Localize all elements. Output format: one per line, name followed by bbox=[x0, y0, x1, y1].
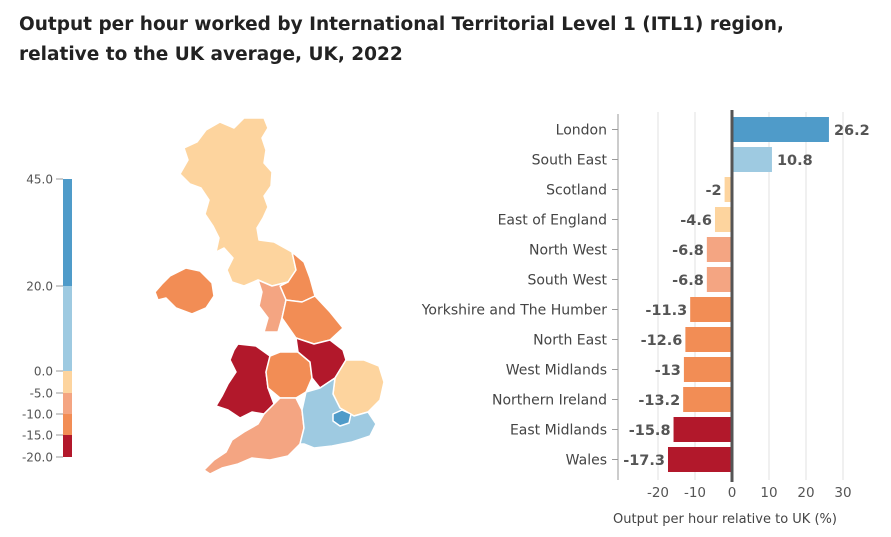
bar-east-midlands[interactable] bbox=[673, 417, 732, 442]
category-label-north-west: North West bbox=[529, 243, 608, 259]
category-label-south-west: South West bbox=[527, 273, 607, 289]
map-region-north-west[interactable] bbox=[257, 279, 289, 333]
x-tick-label: 20 bbox=[797, 485, 814, 501]
x-tick-label: 30 bbox=[834, 485, 851, 501]
value-label-east-of-england: -4.6 bbox=[680, 213, 712, 229]
bar-east-of-england[interactable] bbox=[714, 207, 732, 232]
value-label-east-midlands: -15.8 bbox=[629, 423, 671, 439]
bar-north-west[interactable] bbox=[706, 237, 732, 262]
map-region-west-midlands[interactable] bbox=[265, 351, 313, 399]
category-label-north-east: North East bbox=[533, 333, 607, 349]
map-region-london[interactable] bbox=[332, 409, 352, 427]
value-label-yorkshire-and-the-humber: -11.3 bbox=[645, 303, 687, 319]
map-region-northern-ireland[interactable] bbox=[154, 267, 215, 315]
legend-tick-label: -15.0 bbox=[22, 429, 53, 443]
bar-yorkshire-and-the-humber[interactable] bbox=[690, 297, 732, 322]
value-label-south-east: 10.8 bbox=[777, 153, 813, 169]
x-axis-title: Output per hour relative to UK (%) bbox=[613, 512, 837, 527]
category-label-south-east: South East bbox=[532, 153, 608, 169]
chart-title-line-2: relative to the UK average, UK, 2022 bbox=[19, 44, 403, 65]
bar-scotland[interactable] bbox=[724, 177, 732, 202]
map-region-yorkshire-and-the-humber[interactable] bbox=[281, 295, 344, 345]
bar-chart: London South East Scotland East of England N… bbox=[421, 110, 870, 527]
value-label-north-west: -6.8 bbox=[672, 243, 704, 259]
x-axis-ticks: -20 -10 0 10 20 30 bbox=[647, 485, 852, 501]
value-label-scotland: -2 bbox=[705, 183, 721, 199]
value-label-wales: -17.3 bbox=[623, 453, 665, 469]
map-region-wales[interactable] bbox=[215, 343, 275, 419]
map-region-scotland[interactable] bbox=[179, 117, 297, 287]
bar-london[interactable] bbox=[732, 117, 829, 142]
legend-band-2 bbox=[63, 286, 72, 371]
legend-tick-label: 20.0 bbox=[26, 280, 53, 294]
category-label-wales: Wales bbox=[566, 453, 607, 469]
legend-band-4 bbox=[63, 393, 72, 414]
legend-band-1 bbox=[63, 179, 72, 286]
legend-band-6 bbox=[63, 435, 72, 457]
value-labels: 26.2 10.8 -2 -4.6 -6.8 -6.8 -11.3 -12.6 -13 -13.2… bbox=[623, 123, 870, 469]
uk-region-map bbox=[154, 117, 385, 475]
bar-north-east[interactable] bbox=[685, 327, 732, 352]
x-tick-label: 10 bbox=[760, 485, 777, 501]
value-label-west-midlands: -13 bbox=[655, 363, 681, 379]
value-label-northern-ireland: -13.2 bbox=[638, 393, 680, 409]
category-label-northern-ireland: Northern Ireland bbox=[492, 393, 607, 409]
legend-tick-label: -5.0 bbox=[30, 387, 53, 401]
legend-tick-label: 45.0 bbox=[26, 173, 53, 187]
legend-band-3 bbox=[63, 371, 72, 393]
category-label-yorkshire-and-the-humber: Yorkshire and The Humber bbox=[421, 303, 608, 319]
legend-band-5 bbox=[63, 414, 72, 435]
bar-south-west[interactable] bbox=[706, 267, 732, 292]
value-label-london: 26.2 bbox=[834, 123, 870, 139]
x-tick-label: 0 bbox=[728, 485, 737, 501]
legend-tick-label: -10.0 bbox=[22, 408, 53, 422]
category-labels: London South East Scotland East of England N… bbox=[421, 123, 618, 469]
category-label-east-of-england: East of England bbox=[498, 213, 607, 229]
category-label-west-midlands: West Midlands bbox=[506, 363, 607, 379]
chart-title-line-1: Output per hour worked by International … bbox=[19, 14, 784, 35]
legend-tick-label: -20.0 bbox=[22, 451, 53, 465]
bar-west-midlands[interactable] bbox=[683, 357, 732, 382]
category-label-london: London bbox=[556, 123, 607, 139]
value-label-south-west: -6.8 bbox=[672, 273, 704, 289]
bar-south-east[interactable] bbox=[732, 147, 772, 172]
x-tick-label: -20 bbox=[647, 485, 669, 501]
value-label-north-east: -12.6 bbox=[641, 333, 683, 349]
category-label-east-midlands: East Midlands bbox=[510, 423, 607, 439]
legend-tick-label: 0.0 bbox=[34, 365, 53, 379]
chart-title: Output per hour worked by International … bbox=[19, 10, 869, 70]
bar-northern-ireland[interactable] bbox=[683, 387, 732, 412]
bar-wales[interactable] bbox=[667, 447, 732, 472]
chart-bars bbox=[667, 117, 829, 472]
colour-legend: 45.0 20.0 0.0 -5.0 -10.0 -15.0 -20.0 bbox=[22, 173, 72, 465]
x-tick-label: -10 bbox=[684, 485, 706, 501]
category-label-scotland: Scotland bbox=[546, 183, 607, 199]
